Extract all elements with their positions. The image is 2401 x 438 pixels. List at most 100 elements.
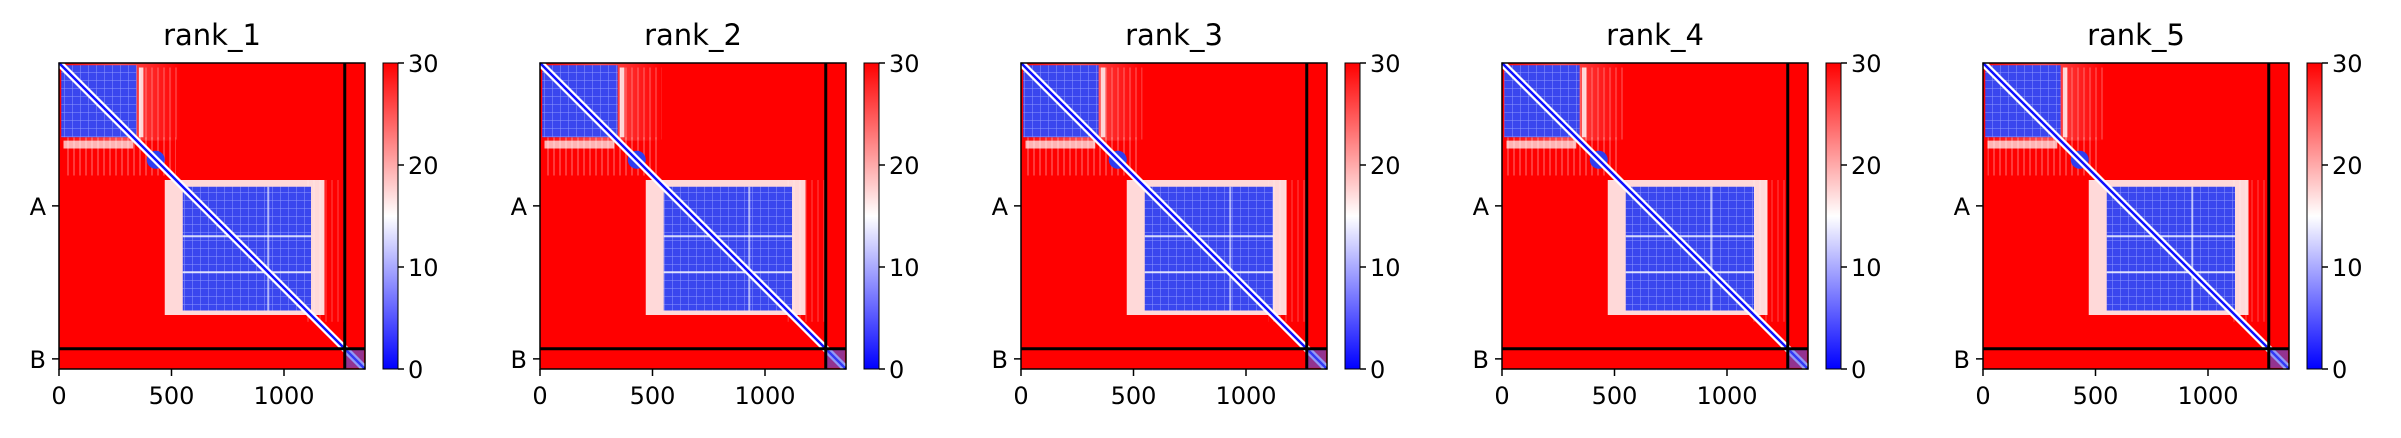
- heatmap: [1499, 60, 1811, 372]
- colorbar-tick-label: 30: [2332, 50, 2363, 78]
- colorbar-tick-label: 0: [1851, 356, 1866, 384]
- domain-block: [2269, 349, 2288, 368]
- domain-band: [1025, 140, 1096, 149]
- domain-block: [1788, 349, 1807, 368]
- diagonal: [539, 62, 847, 370]
- domain-band: [619, 67, 625, 138]
- y-tick-label: A: [1473, 193, 1490, 221]
- x-tick-label: 1000: [1215, 382, 1276, 410]
- subplot-title: rank_2: [644, 18, 742, 52]
- x-tick-label: 500: [1111, 382, 1157, 410]
- y-tick-label: B: [30, 346, 46, 374]
- colorbar-frame: [2306, 62, 2323, 370]
- diagonal: [58, 62, 366, 370]
- colorbar-tick-label: 10: [1370, 254, 1401, 282]
- subplot-title: rank_3: [1125, 18, 1223, 52]
- subplot-title: rank_5: [2087, 18, 2185, 52]
- domain-band: [1987, 140, 2058, 149]
- y-tick-label: A: [30, 193, 47, 221]
- colorbar-frame: [1825, 62, 1842, 370]
- x-tick-label: 0: [532, 382, 547, 410]
- colorbar-tick-label: 10: [2332, 254, 2363, 282]
- diagonal: [1501, 62, 1809, 370]
- colorbar: 0 10 20 30: [1344, 50, 1401, 384]
- colorbar-tick-label: 10: [408, 254, 439, 282]
- x-tick-label: 1000: [1696, 382, 1757, 410]
- heatmap: [1980, 60, 2292, 372]
- domain-band: [1506, 140, 1577, 149]
- axes-frame: [1982, 62, 2290, 370]
- colorbar-gradient: [1345, 63, 1360, 369]
- x-tick-label: 500: [1592, 382, 1638, 410]
- colorbar-tick-label: 20: [889, 152, 920, 180]
- heatmap: [56, 60, 368, 372]
- colorbar: 0 10 20 30: [382, 50, 439, 384]
- axes-frame: [1020, 62, 1328, 370]
- colorbar-gradient: [864, 63, 879, 369]
- domain-band: [544, 140, 615, 149]
- domain-band: [63, 140, 134, 149]
- domain-band: [2062, 67, 2068, 138]
- x-tick-label: 0: [51, 382, 66, 410]
- x-tick-label: 1000: [2177, 382, 2238, 410]
- colorbar-tick-label: 10: [889, 254, 920, 282]
- y-tick-label: B: [511, 346, 527, 374]
- colorbar-tick-label: 0: [1370, 356, 1385, 384]
- domain-block: [1307, 349, 1326, 368]
- colorbar-tick-label: 30: [1851, 50, 1882, 78]
- colorbar: 0 10 20 30: [2306, 50, 2363, 384]
- axes-frame: [539, 62, 847, 370]
- colorbar-tick-label: 20: [2332, 152, 2363, 180]
- colorbar-tick-label: 10: [1851, 254, 1882, 282]
- diagonal: [1982, 62, 2290, 370]
- domain-band: [138, 67, 144, 138]
- x-tick-label: 500: [2073, 382, 2119, 410]
- subplot-title: rank_1: [163, 18, 261, 52]
- domain-band: [1100, 67, 1106, 138]
- colorbar-tick-label: 0: [2332, 356, 2347, 384]
- x-tick-label: 1000: [734, 382, 795, 410]
- colorbar-frame: [863, 62, 880, 370]
- y-tick-label: B: [1954, 346, 1970, 374]
- x-tick-label: 500: [149, 382, 195, 410]
- colorbar-tick-label: 30: [889, 50, 920, 78]
- x-tick-label: 500: [630, 382, 676, 410]
- subplot-title: rank_4: [1606, 18, 1704, 52]
- colorbar-frame: [382, 62, 399, 370]
- colorbar-tick-label: 0: [408, 356, 423, 384]
- axes-frame: [1501, 62, 1809, 370]
- colorbar-gradient: [383, 63, 398, 369]
- colorbar-tick-label: 20: [1370, 152, 1401, 180]
- y-tick-label: B: [992, 346, 1008, 374]
- colorbar-gradient: [1826, 63, 1841, 369]
- heatmap: [537, 60, 849, 372]
- colorbar-tick-label: 20: [408, 152, 439, 180]
- colorbar-gradient: [2307, 63, 2322, 369]
- colorbar-tick-label: 20: [1851, 152, 1882, 180]
- heatmap: [1018, 60, 1330, 372]
- y-tick-label: B: [1473, 346, 1489, 374]
- colorbar-frame: [1344, 62, 1361, 370]
- y-tick-label: A: [511, 193, 528, 221]
- diagonal: [1020, 62, 1328, 370]
- colorbar: 0 10 20 30: [863, 50, 920, 384]
- axes-frame: [58, 62, 366, 370]
- colorbar-tick-label: 30: [1370, 50, 1401, 78]
- x-tick-label: 1000: [253, 382, 314, 410]
- colorbar-tick-label: 0: [889, 356, 904, 384]
- domain-block: [345, 349, 364, 368]
- x-tick-label: 0: [1494, 382, 1509, 410]
- x-tick-label: 0: [1975, 382, 1990, 410]
- domain-block: [826, 349, 845, 368]
- colorbar-tick-label: 30: [408, 50, 439, 78]
- domain-band: [1581, 67, 1587, 138]
- x-tick-label: 0: [1013, 382, 1028, 410]
- colorbar: 0 10 20 30: [1825, 50, 1882, 384]
- y-tick-label: A: [1954, 193, 1971, 221]
